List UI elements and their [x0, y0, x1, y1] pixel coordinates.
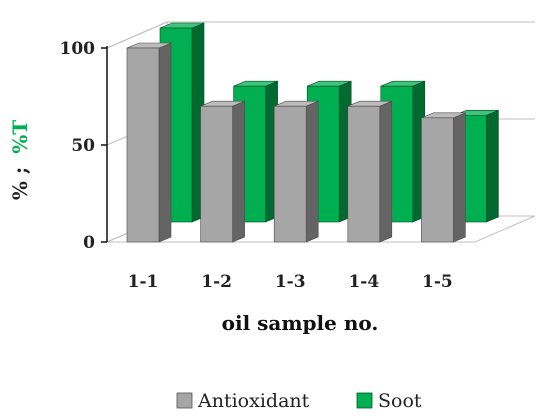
bar-antioxidant-1-1 [126, 42, 172, 243]
bar-front-face [126, 47, 160, 243]
x-tick-label: 1-2 [201, 272, 232, 292]
legend-label-antioxidant: Antioxidant [197, 390, 310, 412]
bar-antioxidant-1-4 [347, 100, 393, 243]
bar-side-face [486, 109, 499, 223]
bar-side-face [305, 100, 319, 243]
x-tick-label: 1-4 [348, 272, 379, 292]
x-axis: 1-1 1-2 1-3 1-4 1-5 [128, 272, 453, 292]
x-tick-label: 1-1 [128, 272, 159, 292]
legend: Antioxidant Soot [176, 390, 422, 412]
bar-front-face [347, 105, 381, 243]
gridline [106, 21, 535, 49]
bar-side-face [453, 112, 466, 243]
bar-front-face [421, 117, 454, 243]
x-tick-label: 1-5 [422, 272, 453, 292]
x-tick-label: 1-3 [275, 272, 306, 292]
bar-antioxidant-1-2 [200, 100, 245, 243]
bar-front-face [273, 105, 307, 243]
bars [126, 22, 499, 243]
bar-front-face [200, 105, 233, 243]
y-axis: 0 50 100 [60, 39, 108, 253]
y-axis-title-part-1: % ; [8, 167, 32, 200]
bar-side-face [232, 100, 245, 243]
legend-label-soot: Soot [378, 390, 422, 412]
y-tick-label: 0 [83, 233, 95, 253]
y-tick-label: 50 [71, 136, 95, 156]
bar-side-face [379, 100, 393, 243]
y-tick-label: 100 [60, 39, 96, 59]
x-axis-title: oil sample no. [222, 311, 379, 335]
legend-swatch-soot [356, 392, 373, 409]
bar-antioxidant-1-5 [421, 112, 466, 243]
bar-side-face [158, 42, 172, 243]
bar-antioxidant-1-3 [273, 100, 319, 243]
y-axis-title-part-2: %T [8, 120, 32, 154]
y-axis-title: % ; %T [8, 120, 32, 200]
legend-swatch-antioxidant [176, 392, 193, 409]
